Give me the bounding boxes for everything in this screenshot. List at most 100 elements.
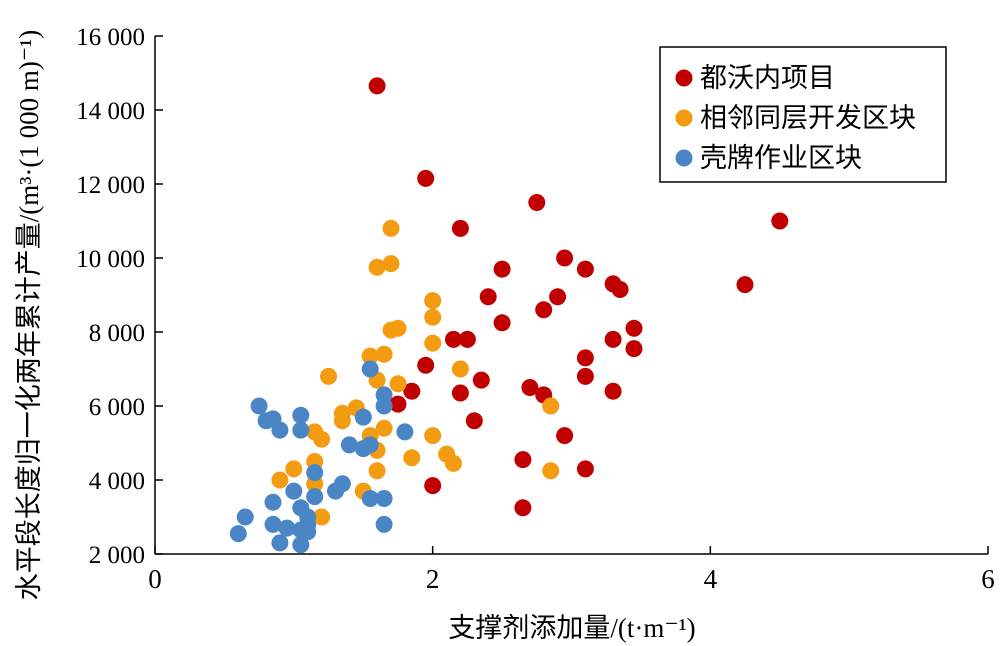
y-tick-label: 2 000 (89, 542, 145, 569)
data-point-series-2 (368, 462, 386, 480)
data-point-series-3 (306, 488, 324, 506)
data-point-series-3 (271, 534, 289, 552)
data-point-series-3 (340, 436, 358, 454)
data-point-series-2 (389, 375, 407, 393)
data-point-series-3 (361, 490, 379, 507)
data-point-series-3 (375, 397, 393, 415)
data-point-series-3 (327, 482, 344, 500)
data-point-series-2 (542, 397, 560, 415)
data-point-series-3 (285, 482, 303, 500)
data-point-series-1 (576, 260, 594, 278)
data-point-series-2 (320, 367, 337, 385)
legend-marker (675, 149, 693, 167)
legend-label: 都沃内项目 (700, 63, 835, 93)
y-tick-label: 14 000 (76, 98, 145, 125)
data-point-series-2 (382, 255, 400, 273)
data-point-series-1 (445, 330, 462, 348)
data-point-series-1 (424, 477, 442, 495)
data-point-series-3 (257, 412, 275, 430)
data-point-series-1 (451, 219, 469, 237)
data-point-series-1 (493, 314, 511, 332)
data-point-series-3 (250, 397, 268, 415)
data-point-series-1 (528, 194, 546, 211)
data-point-series-1 (458, 330, 476, 348)
data-point-series-1 (576, 367, 594, 385)
data-point-series-3 (271, 421, 289, 439)
data-point-series-3 (396, 423, 414, 441)
data-point-series-2 (375, 419, 393, 437)
data-point-series-1 (368, 77, 386, 95)
data-point-series-1 (556, 427, 574, 445)
data-point-series-2 (424, 427, 442, 445)
data-point-series-1 (576, 460, 594, 478)
data-point-series-1 (417, 356, 435, 374)
data-point-series-3 (292, 521, 310, 539)
data-point-series-1 (625, 340, 643, 358)
data-point-series-1 (604, 382, 622, 400)
data-point-series-2 (424, 292, 442, 310)
data-point-series-2 (313, 508, 331, 526)
data-point-series-3 (292, 421, 310, 439)
data-point-series-1 (625, 319, 643, 337)
data-points (229, 77, 789, 554)
data-point-series-2 (285, 460, 303, 478)
y-tick-label: 8 000 (89, 320, 145, 347)
data-point-series-2 (361, 347, 379, 365)
data-point-series-3 (292, 536, 310, 554)
data-point-series-2 (403, 449, 421, 467)
data-point-series-2 (389, 319, 407, 337)
x-axis-title: 支撑剂添加量/(t·m⁻¹) (448, 613, 695, 643)
data-point-series-3 (361, 360, 379, 378)
data-point-series-2 (451, 360, 469, 378)
y-tick-label: 16 000 (76, 24, 145, 51)
x-tick-label: 2 (426, 564, 440, 594)
data-point-series-2 (542, 462, 560, 480)
data-point-series-1 (771, 212, 789, 230)
data-point-series-3 (306, 464, 324, 482)
x-tick-label: 4 (704, 564, 718, 594)
data-point-series-1 (521, 379, 539, 396)
data-point-series-1 (736, 276, 754, 294)
data-point-series-3 (229, 525, 247, 543)
y-tick-label: 10 000 (76, 246, 145, 273)
data-point-series-2 (333, 412, 351, 430)
data-point-series-2 (306, 423, 324, 441)
data-point-series-3 (354, 408, 372, 426)
data-point-series-1 (576, 349, 594, 367)
y-tick-label: 12 000 (76, 172, 145, 199)
data-point-series-3 (264, 515, 282, 533)
data-point-series-3 (375, 515, 393, 533)
data-point-series-2 (368, 258, 386, 276)
data-point-series-2 (424, 308, 442, 326)
data-point-series-3 (278, 519, 296, 537)
data-point-series-1 (389, 395, 407, 413)
data-point-series-1 (611, 281, 629, 298)
data-point-series-1 (451, 384, 469, 402)
data-point-series-3 (264, 493, 282, 511)
data-point-series-2 (375, 345, 393, 363)
y-tick-label: 6 000 (89, 394, 145, 421)
legend-marker (675, 69, 693, 87)
data-point-series-1 (479, 288, 497, 306)
axes: 2 000 4 000 6 000 8 000 10 000 12 000 14 000 16… (76, 24, 995, 594)
data-point-series-1 (549, 288, 567, 306)
legend-marker (675, 109, 693, 127)
data-point-series-2 (445, 454, 462, 472)
legend-label: 壳牌作业区块 (700, 143, 862, 173)
data-point-series-1 (514, 451, 532, 469)
data-point-series-1 (535, 301, 553, 319)
data-point-series-2 (382, 219, 400, 237)
data-point-series-1 (417, 169, 435, 187)
x-tick-label: 0 (148, 564, 162, 594)
data-point-series-2 (424, 334, 442, 352)
data-point-series-1 (604, 330, 622, 348)
y-axis-title: 水平段长度归一化两年累计产量/(m³·(1 000 m)⁻¹) (14, 30, 44, 600)
data-point-series-3 (236, 508, 254, 526)
data-point-series-2 (271, 471, 289, 489)
data-point-series-3 (375, 490, 393, 507)
data-point-series-3 (361, 436, 379, 454)
data-point-series-1 (556, 249, 574, 267)
data-point-series-1 (465, 412, 483, 430)
